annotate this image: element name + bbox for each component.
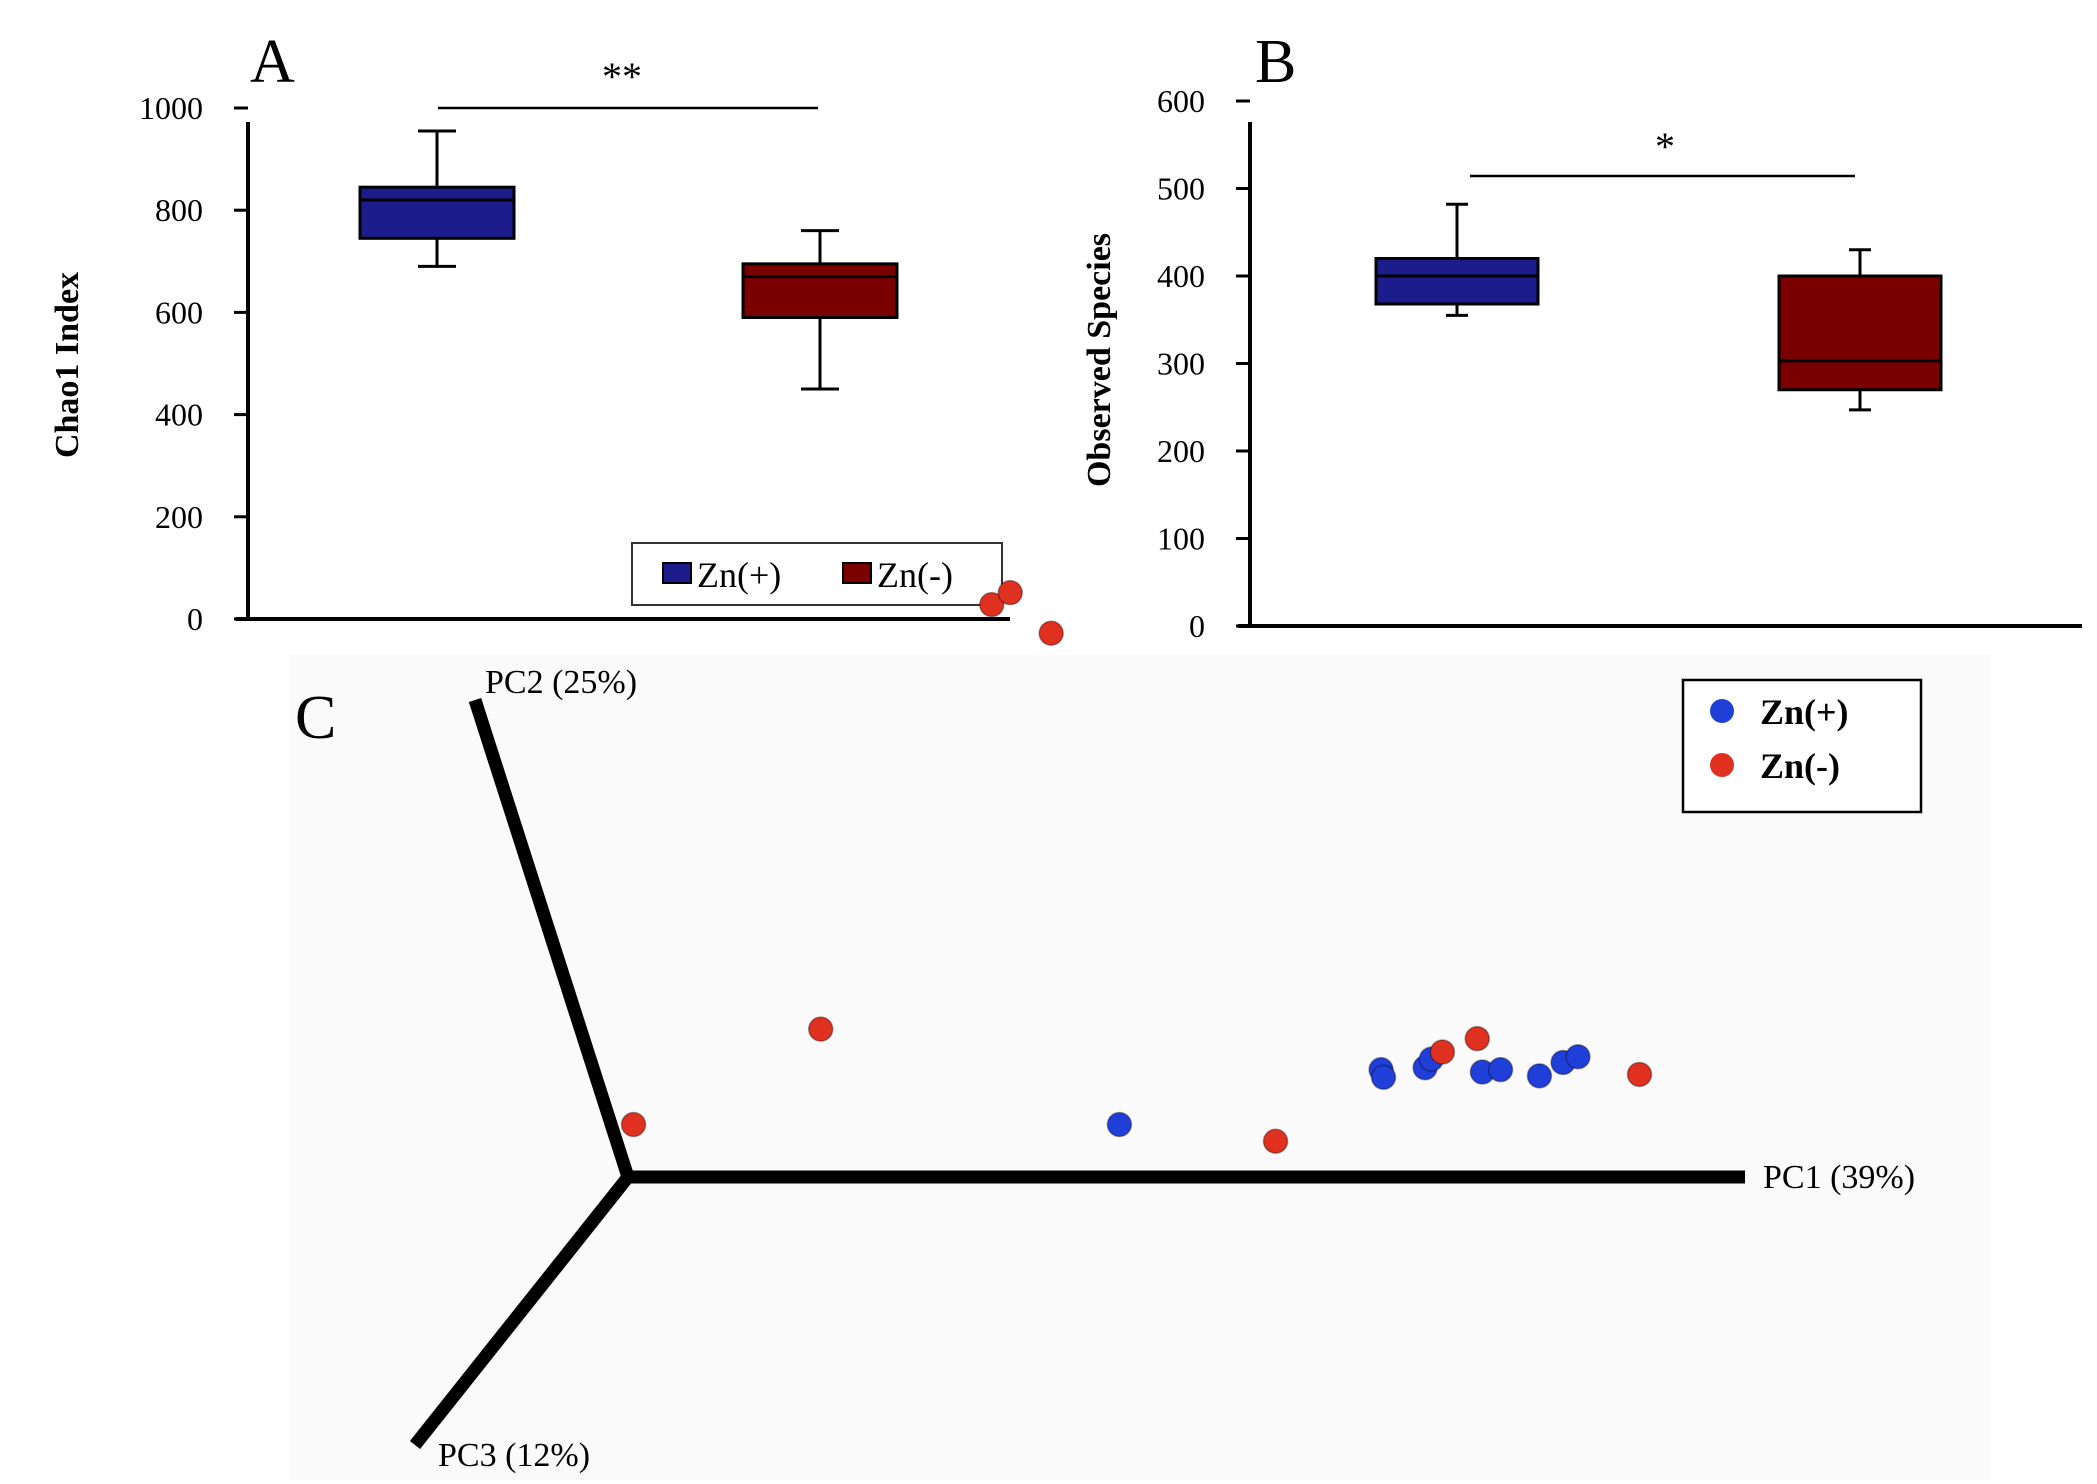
box-zn-minus [741, 262, 899, 320]
panel-a-ylabel: Chao1 Index [49, 272, 86, 458]
scatter-point-zn-minus [1464, 1025, 1490, 1052]
panel-letter-c: C [295, 684, 336, 752]
y-tick-label: 200 [1157, 433, 1205, 469]
panel-b-significance-mark: * [1655, 124, 1675, 169]
panel-a-legend-box [631, 542, 1003, 606]
panel-a-chao1-boxplot: A Chao1 Index 0 200 400 600 800 1000 ** Zn(+)… [49, 28, 1010, 637]
pc3-axis-label: PC3 (12%) [438, 1437, 590, 1474]
scatter-point-zn-plus [1526, 1063, 1553, 1089]
pc2-axis-line [468, 698, 635, 1179]
scatter-point-zn-minus [807, 1016, 834, 1042]
panel-letter-b: B [1255, 28, 1296, 96]
legend-marker-zn-minus [1710, 753, 1734, 777]
panel-a-significance-mark: ** [602, 54, 642, 99]
y-tick-label: 300 [1157, 346, 1205, 382]
y-tick-label: 0 [1189, 608, 1205, 644]
panel-c-pcoa-plot: C PC2 (25%) PC1 (39%) PC3 (12%) Zn(+) Zn… [290, 579, 1990, 1480]
y-tick-label: 200 [155, 499, 203, 535]
box-zn-plus [358, 185, 516, 240]
panel-b-ylabel: Observed Species [1081, 233, 1118, 487]
scatter-point-zn-plus [1106, 1111, 1133, 1138]
y-tick-label: 400 [1157, 258, 1205, 294]
y-tick-label: 400 [155, 397, 203, 433]
scatter-point-zn-minus [1429, 1039, 1456, 1065]
scatter-point-zn-minus [1038, 620, 1064, 646]
legend-label-zn-plus: Zn(+) [697, 555, 781, 595]
y-tick-label: 100 [1157, 521, 1205, 557]
y-tick-label: 0 [187, 601, 203, 637]
legend-swatch-zn-plus [662, 562, 692, 584]
scatter-point-zn-minus [620, 1111, 647, 1138]
scatter-point-zn-minus [978, 591, 1005, 618]
scatter-point-zn-minus [997, 579, 1023, 606]
scatter-point-zn-minus [1626, 1061, 1653, 1088]
scatter-point-zn-minus [1262, 1128, 1289, 1154]
legend-marker-zn-plus [1710, 699, 1734, 723]
panel-c-legend: Zn(+) Zn(-) [1681, 678, 1923, 814]
y-tick-label: 600 [1157, 83, 1205, 119]
panel-a-legend: Zn(+) Zn(-) [631, 542, 1003, 606]
legend-label-zn-minus: Zn(-) [877, 555, 953, 595]
y-tick-label: 1000 [139, 90, 203, 126]
y-tick-label: 600 [155, 294, 203, 330]
panel-letter-a: A [250, 28, 295, 96]
legend-swatch-zn-minus [842, 562, 872, 584]
scatter-point-zn-plus [1565, 1044, 1591, 1070]
scatter-point-zn-plus [1487, 1056, 1514, 1083]
pc1-axis-label: PC1 (39%) [1763, 1159, 1915, 1196]
y-tick-label: 800 [155, 192, 203, 228]
scatter-point-zn-plus [1370, 1064, 1397, 1091]
panel-c-legend-label-zn-plus: Zn(+) [1760, 692, 1849, 732]
panel-c-legend-label-zn-minus: Zn(-) [1760, 746, 1840, 786]
pc2-axis-label: PC2 (25%) [485, 664, 637, 701]
pc3-axis-line [409, 1172, 634, 1450]
box-zn-plus [1374, 257, 1540, 306]
panel-b-observed-species-boxplot: B Observed Species 0 100 200 300 400 500 600 * [1081, 28, 2082, 644]
y-tick-label: 500 [1157, 171, 1205, 207]
box-zn-minus [1777, 274, 1943, 392]
